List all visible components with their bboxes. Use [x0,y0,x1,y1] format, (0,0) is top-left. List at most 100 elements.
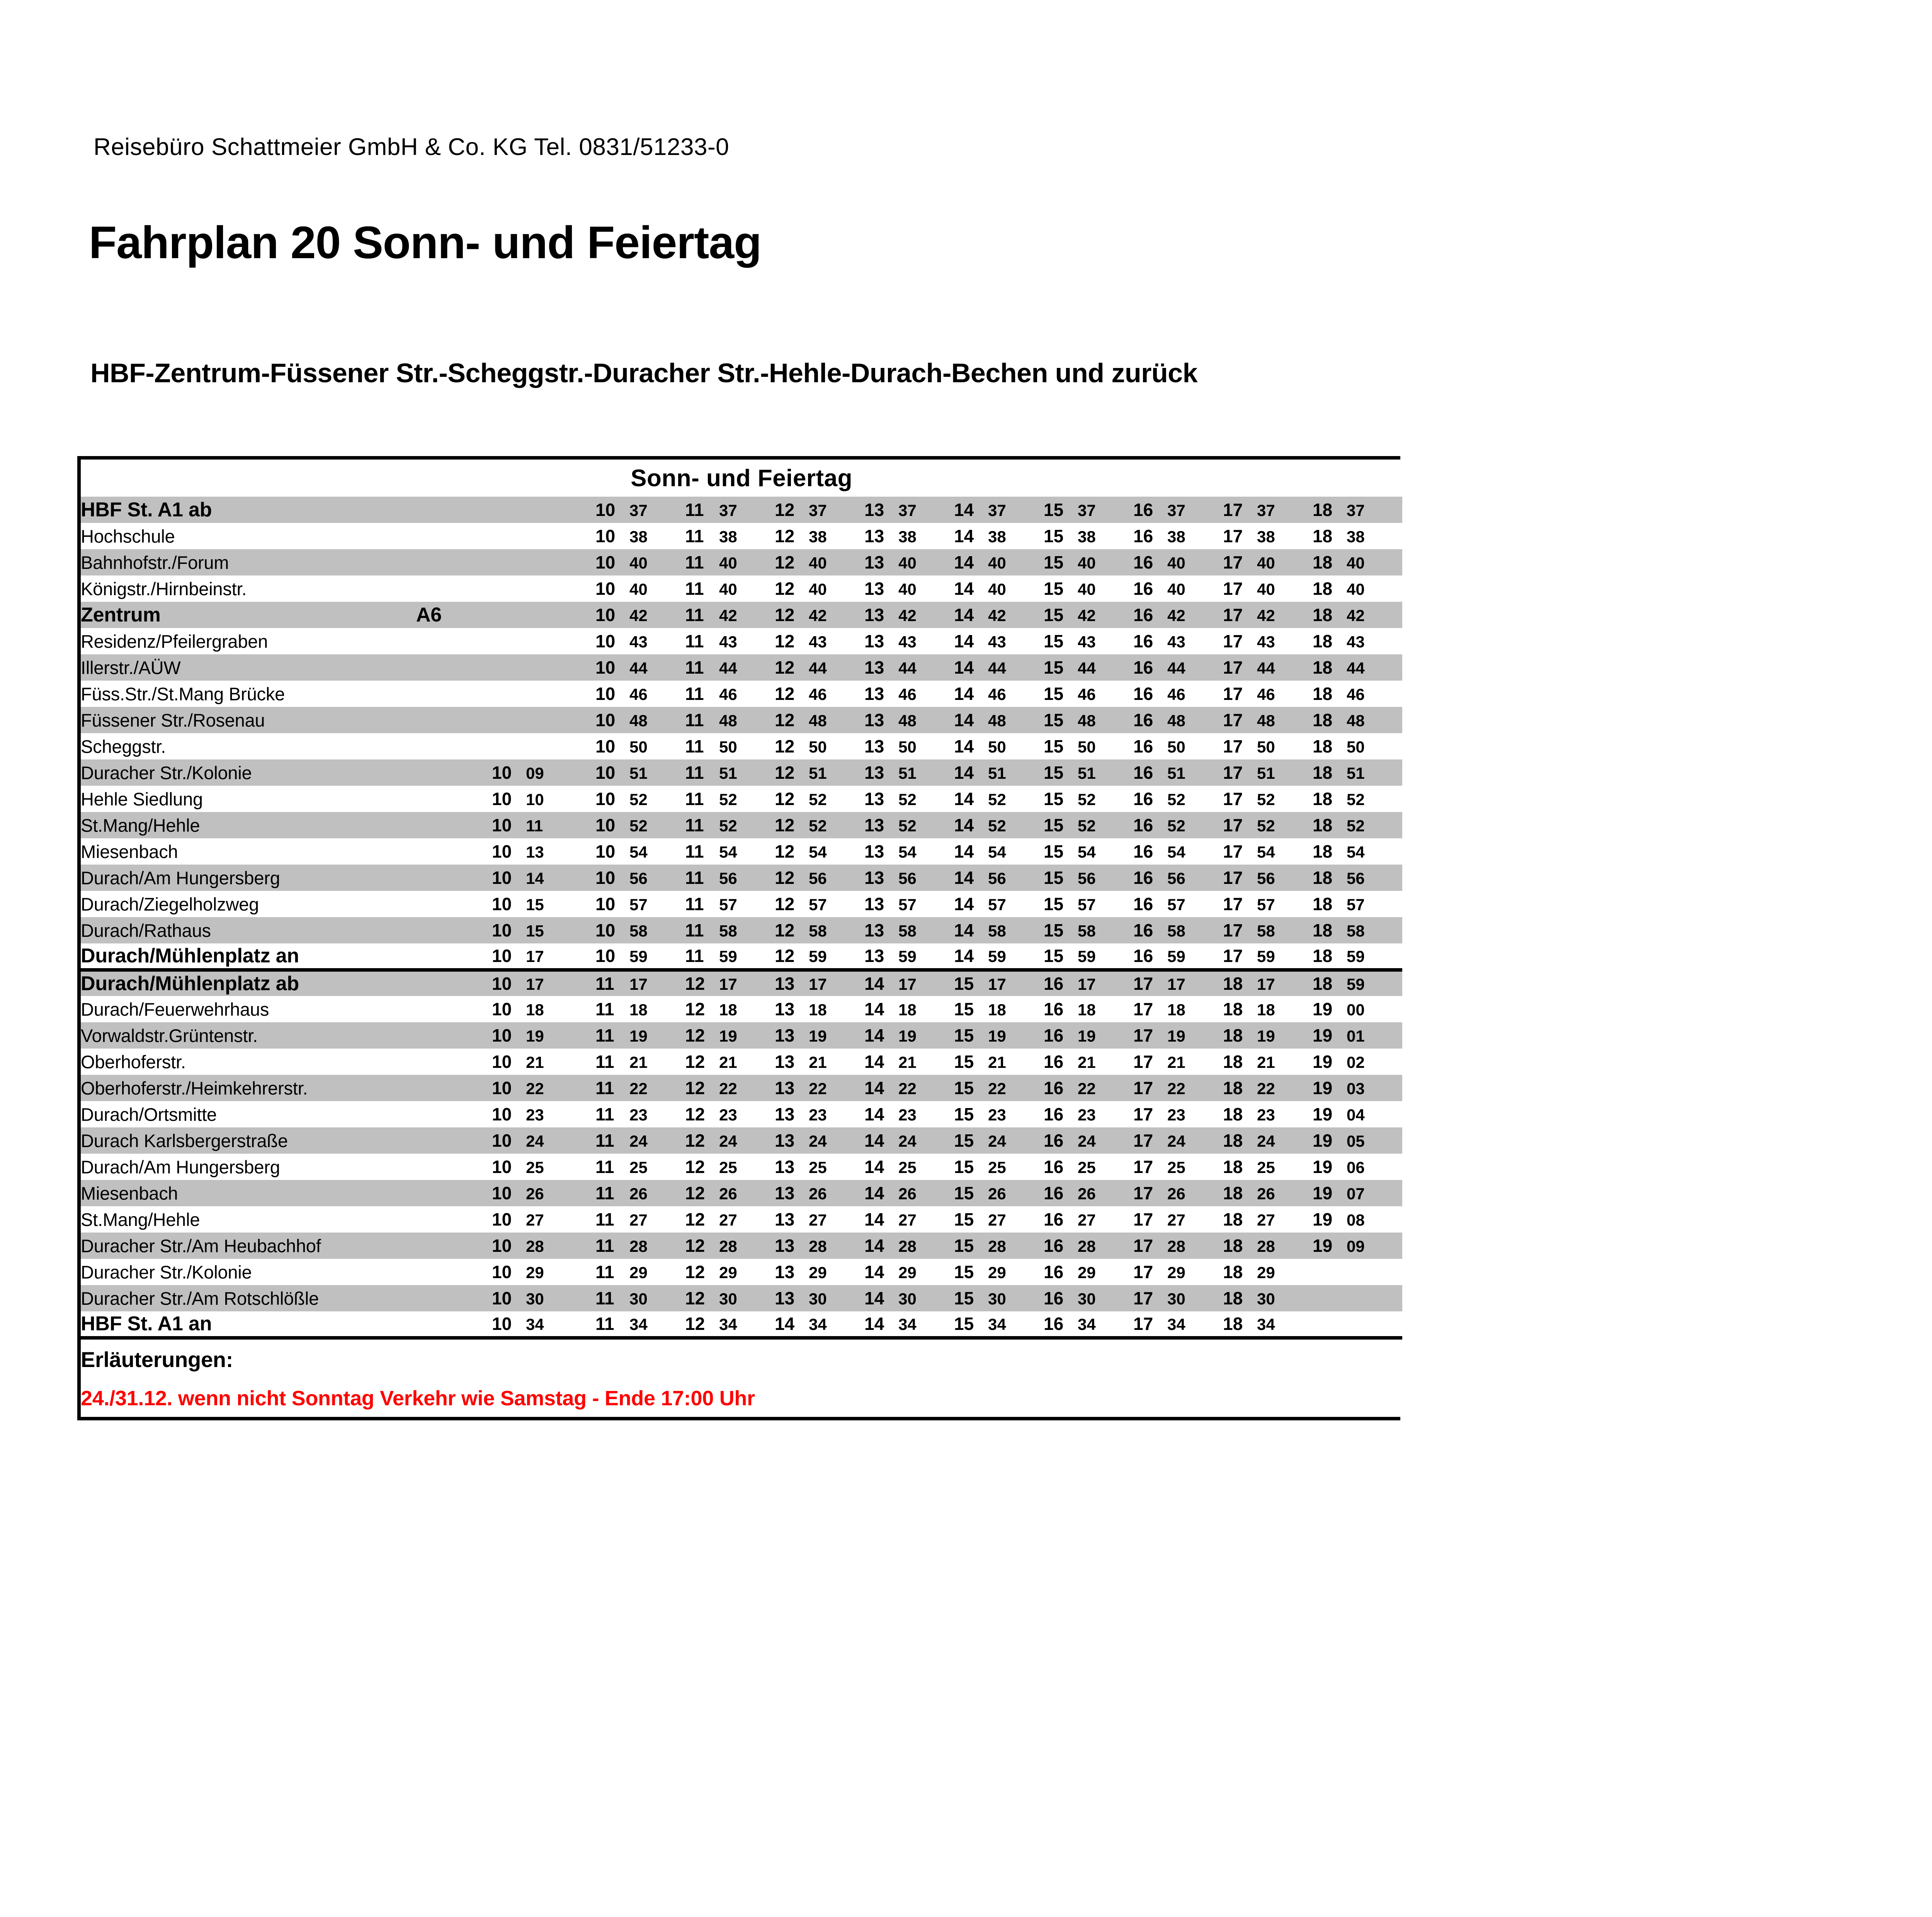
departure-time-cell: 14 43 [954,628,1044,654]
departure-time-cell: 13 48 [864,707,954,733]
hour-value: 19 [1313,1183,1333,1203]
minute-value: 57 [898,896,917,914]
hour-value: 10 [492,974,512,994]
minute-value: 22 [809,1079,827,1098]
stop-name-cell: Durach Karlsbergerstraße [81,1127,492,1154]
hour-value: 12 [775,945,795,966]
minute-value: 56 [988,869,1006,887]
hour-value: 18 [1313,763,1333,783]
table-row: Oberhoferstr. 10 21 11 21 12 21 13 21 14 21 15 21 16 2… [81,1049,1403,1075]
minute-value: 40 [809,580,827,598]
minute-value: 52 [719,817,737,835]
departure-time-cell: 18 22 [1223,1075,1313,1101]
minute-value: 07 [1347,1185,1365,1203]
minute-value: 46 [988,685,1006,703]
hour-value: 10 [595,579,616,599]
departure-time-cell: 10 25 [492,1154,595,1180]
hour-value: 12 [685,1025,705,1045]
stop-name: Duracher Str./Am Heubachhof [81,1235,321,1256]
stop-name-cell: Miesenbach [81,838,492,865]
minute-value: 52 [898,790,917,809]
minute-value: 23 [1167,1106,1185,1124]
minute-value: 26 [526,1185,544,1203]
stop-name-cell: Vorwaldstr.Grüntenstr. [81,1022,492,1049]
departure-time-cell: 18 34 [1223,1311,1313,1340]
stop-name-cell: Durach/Ortsmitte [81,1101,492,1127]
minute-value: 19 [809,1027,827,1045]
departure-time-cell: 10 29 [492,1259,595,1285]
minute-value: 43 [1257,633,1275,651]
departure-time-cell: 13 52 [864,786,954,812]
stop-name: Durach/Mühlenplatz ab [81,972,299,995]
departure-time-cell: 16 37 [1133,497,1223,523]
table-row: Vorwaldstr.Grüntenstr. 10 19 11 19 12 19 13 19 14… [81,1022,1403,1049]
hour-value: 14 [864,1288,884,1308]
hour-value: 14 [864,999,884,1019]
departure-time-cell: 14 29 [864,1259,954,1285]
minute-value: 44 [1347,659,1365,677]
hour-value: 10 [595,815,616,835]
hour-value: 17 [1223,894,1243,914]
hour-value: 11 [595,1313,614,1334]
hour-value: 10 [492,1157,512,1177]
departure-time-cell: 15 54 [1044,838,1133,865]
hour-value: 10 [492,815,512,835]
minute-value: 26 [988,1185,1006,1203]
minute-value: 17 [1078,975,1096,994]
departure-time-cell: 16 48 [1133,707,1223,733]
table-row: Illerstr./AÜW 10 44 11 44 12 44 13 44 14 44 15 44 16 4… [81,654,1403,681]
departure-time-cell: 17 54 [1223,838,1313,865]
hour-value: 18 [1223,1288,1243,1308]
minute-value: 58 [1347,922,1365,940]
hour-value: 17 [1133,1288,1153,1308]
hour-value: 11 [595,1236,614,1256]
minute-value: 48 [898,712,917,730]
hour-value: 10 [595,736,616,756]
hour-value: 11 [595,1262,614,1282]
departure-time-cell: 11 29 [595,1259,685,1285]
hour-value: 13 [864,552,884,572]
hour-value: 10 [492,1183,512,1203]
departure-time-cell [492,628,595,654]
departure-time-cell: 16 28 [1044,1233,1133,1259]
table-row: Residenz/Pfeilergraben 10 43 11 43 12 43 13 43 14… [81,628,1403,654]
minute-value: 34 [988,1315,1006,1333]
minute-value: 23 [1257,1106,1275,1124]
departure-time-cell: 10 46 [595,681,685,707]
hour-value: 18 [1223,1078,1243,1098]
stop-name-cell: Duracher Str./Am Rotschlößle [81,1285,492,1311]
minute-value: 59 [1347,947,1365,965]
stop-name-cell: Durach/Mühlenplatz an [81,943,492,972]
departure-time-cell: 17 40 [1223,575,1313,602]
hour-value: 15 [954,974,974,994]
hour-value: 16 [1133,579,1153,599]
hour-value: 15 [954,1052,974,1072]
hour-value: 14 [864,1209,884,1229]
departure-time-cell: 11 40 [685,575,775,602]
hour-value: 12 [775,710,795,730]
minute-value: 25 [719,1158,737,1176]
minute-value: 02 [1347,1053,1365,1071]
minute-value: 40 [988,580,1006,598]
stop-name-cell: Durach/Ziegelholzweg [81,891,492,917]
hour-value: 19 [1313,1209,1333,1229]
minute-value: 29 [526,1263,544,1282]
minute-value: 34 [719,1315,737,1333]
stop-name-cell: St.Mang/Hehle [81,812,492,838]
minute-value: 51 [719,764,737,782]
hour-value: 11 [595,1157,614,1177]
minute-value: 29 [1257,1263,1275,1282]
minute-value: 52 [809,817,827,835]
minute-value: 48 [1078,712,1096,730]
hour-value: 10 [595,920,616,940]
minute-value: 52 [988,817,1006,835]
timetable: Sonn- und Feiertag HBF St. A1 ab 10 37 11 37… [81,460,1403,1417]
table-row: Durach/Am Hungersberg 10 14 10 56 11 56 12 56 13 5… [81,865,1403,891]
hour-value: 18 [1223,1130,1243,1151]
departure-time-cell: 14 52 [954,812,1044,838]
hour-value: 18 [1313,684,1333,704]
hour-value: 15 [1044,841,1064,861]
hour-value: 17 [1133,974,1153,994]
departure-time-cell: 17 42 [1223,602,1313,628]
departure-time-cell: 17 30 [1133,1285,1223,1311]
